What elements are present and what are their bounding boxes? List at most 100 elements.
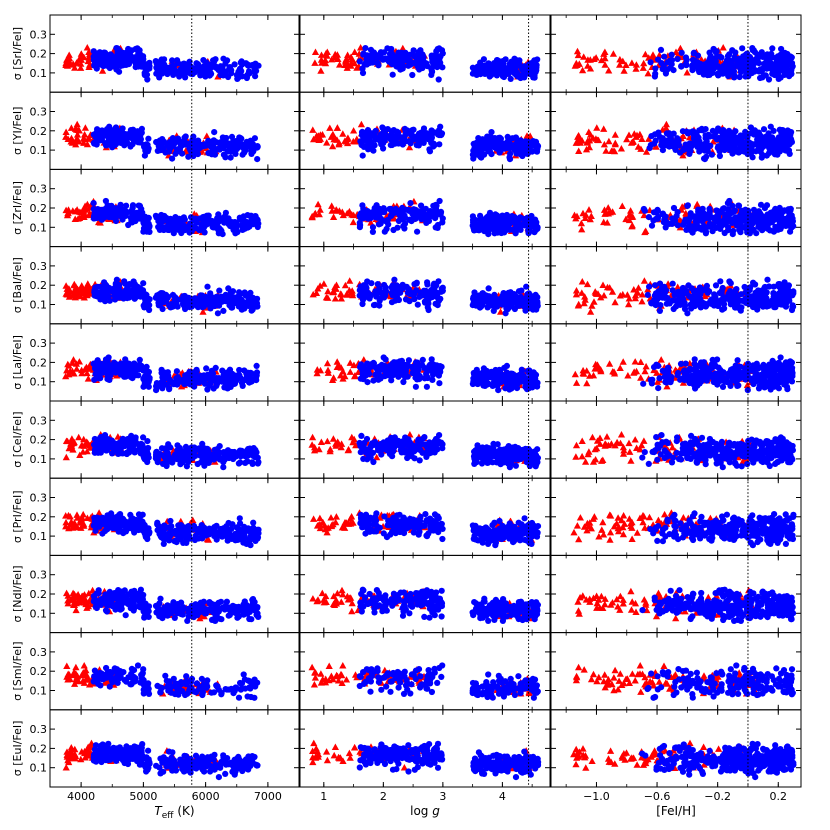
data-point-triangle <box>676 223 684 231</box>
data-point-triangle <box>316 206 324 213</box>
data-point-circle <box>653 209 660 216</box>
data-point-triangle <box>608 288 617 295</box>
data-point-triangle <box>625 300 633 308</box>
data-point-triangle <box>617 145 625 152</box>
data-point-triangle <box>611 131 619 138</box>
data-point-circle <box>388 136 395 143</box>
data-point-circle <box>93 50 100 57</box>
data-point-triangle <box>314 285 322 292</box>
data-point-circle <box>125 282 133 289</box>
data-point-circle <box>388 45 395 53</box>
data-point-triangle <box>330 213 338 220</box>
data-point-circle <box>777 127 785 134</box>
data-point-circle <box>254 295 261 302</box>
data-point-circle <box>237 291 244 298</box>
data-point-circle <box>90 200 97 207</box>
data-point-circle <box>410 134 417 141</box>
data-point-circle <box>424 131 432 138</box>
data-point-circle <box>198 292 206 299</box>
data-point-triangle <box>349 218 357 226</box>
data-point-circle <box>765 225 772 232</box>
data-point-circle <box>121 278 128 285</box>
data-point-triangle <box>640 277 648 284</box>
data-point-circle <box>195 304 202 311</box>
data-point-circle <box>373 293 380 300</box>
data-point-circle <box>469 216 477 223</box>
data-point-triangle <box>645 135 653 142</box>
data-point-circle <box>679 284 687 292</box>
data-point-circle <box>523 299 530 306</box>
data-point-circle <box>393 135 400 142</box>
data-point-circle <box>164 294 171 301</box>
data-point-circle <box>157 65 164 72</box>
data-point-circle <box>748 69 756 77</box>
data-point-circle <box>108 206 115 213</box>
data-point-circle <box>734 292 741 299</box>
data-point-circle <box>773 137 780 144</box>
data-point-triangle <box>625 295 633 302</box>
data-point-circle <box>225 285 232 292</box>
data-point-triangle <box>399 44 407 52</box>
data-point-triangle <box>82 288 90 296</box>
data-point-circle <box>507 300 514 308</box>
data-point-circle <box>106 297 113 304</box>
data-point-triangle <box>619 290 627 298</box>
data-point-circle <box>245 219 252 226</box>
data-point-triangle <box>587 308 595 315</box>
data-point-circle <box>744 50 751 57</box>
data-point-circle <box>470 222 477 229</box>
data-point-circle <box>161 56 168 63</box>
data-point-circle <box>387 142 394 149</box>
data-point-circle <box>390 226 397 234</box>
data-point-circle <box>417 47 424 54</box>
data-point-circle <box>759 227 766 234</box>
data-point-circle <box>756 131 763 138</box>
data-point-circle <box>700 67 707 74</box>
panel-r2-c1 <box>308 197 541 238</box>
data-point-circle <box>696 284 704 291</box>
data-point-circle <box>382 55 389 62</box>
data-point-circle <box>781 56 788 64</box>
data-point-circle <box>158 211 165 219</box>
data-point-triangle <box>77 292 85 300</box>
data-point-circle <box>755 299 762 306</box>
data-point-circle <box>787 131 794 138</box>
data-point-circle <box>395 296 402 304</box>
data-point-circle <box>399 65 406 72</box>
data-point-circle <box>754 136 761 143</box>
data-point-triangle <box>348 211 356 218</box>
data-point-circle <box>728 209 736 216</box>
data-point-circle <box>516 139 523 146</box>
data-point-circle <box>749 45 756 52</box>
data-point-circle <box>238 222 245 229</box>
data-point-circle <box>476 304 484 311</box>
data-point-triangle <box>203 132 211 139</box>
data-point-circle <box>690 132 697 139</box>
data-point-circle <box>124 59 131 66</box>
data-point-triangle <box>581 293 589 300</box>
data-point-circle <box>157 147 164 154</box>
data-point-circle <box>732 304 739 311</box>
data-point-triangle <box>331 295 339 302</box>
data-point-circle <box>527 140 534 147</box>
data-point-circle <box>132 57 139 64</box>
data-point-circle <box>675 141 683 148</box>
data-point-circle <box>683 290 690 297</box>
data-point-circle <box>220 307 227 314</box>
data-point-circle <box>185 153 192 160</box>
data-point-circle <box>395 49 402 56</box>
data-point-triangle <box>326 124 334 131</box>
data-point-triangle <box>77 60 85 67</box>
data-point-circle <box>202 142 209 149</box>
data-point-triangle <box>329 288 337 296</box>
data-point-triangle <box>357 120 365 128</box>
data-point-circle <box>530 304 537 311</box>
data-point-triangle <box>80 134 88 142</box>
data-point-circle <box>788 67 795 75</box>
data-point-triangle <box>574 51 582 59</box>
data-point-circle <box>182 133 189 140</box>
data-point-triangle <box>347 53 355 60</box>
data-point-circle <box>415 142 422 149</box>
data-point-circle <box>761 284 768 291</box>
data-point-circle <box>370 302 378 309</box>
